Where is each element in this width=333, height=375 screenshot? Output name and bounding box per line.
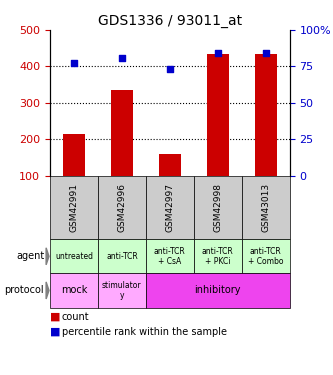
Text: ■: ■	[50, 312, 61, 322]
Text: percentile rank within the sample: percentile rank within the sample	[62, 327, 226, 337]
Text: untreated: untreated	[55, 252, 93, 261]
Text: stimulator
y: stimulator y	[102, 281, 142, 300]
Text: GSM43013: GSM43013	[261, 183, 270, 232]
Text: count: count	[62, 312, 89, 322]
Text: anti-TCR
+ PKCi: anti-TCR + PKCi	[202, 247, 234, 266]
Bar	[159, 154, 180, 176]
Text: ■: ■	[50, 327, 61, 337]
Point	[167, 66, 172, 72]
Point	[119, 55, 125, 61]
Text: anti-TCR: anti-TCR	[106, 252, 138, 261]
Text: mock: mock	[61, 285, 87, 296]
Text: GSM42998: GSM42998	[213, 183, 222, 232]
Text: anti-TCR
+ CsA: anti-TCR + CsA	[154, 247, 186, 266]
Bar	[242, 239, 290, 273]
Point	[263, 50, 268, 56]
Polygon shape	[46, 282, 49, 299]
Bar	[98, 239, 146, 273]
Text: GSM42991: GSM42991	[69, 183, 79, 232]
Point	[215, 50, 220, 56]
Bar	[146, 239, 194, 273]
Bar	[63, 134, 85, 176]
Bar	[146, 176, 194, 239]
Text: protocol: protocol	[5, 285, 44, 296]
Text: GSM42996: GSM42996	[117, 183, 127, 232]
Bar	[98, 176, 146, 239]
Bar	[50, 273, 98, 308]
Point	[71, 60, 77, 66]
Text: agent: agent	[16, 251, 44, 261]
Bar	[194, 176, 242, 239]
Bar	[207, 54, 228, 176]
Bar	[50, 176, 98, 239]
Polygon shape	[46, 248, 49, 265]
Text: inhibitory: inhibitory	[194, 285, 241, 296]
Bar	[194, 239, 242, 273]
Text: anti-TCR
+ Combo: anti-TCR + Combo	[248, 247, 283, 266]
Bar	[146, 273, 290, 308]
Bar	[255, 54, 276, 176]
Bar	[98, 273, 146, 308]
Bar	[50, 239, 98, 273]
Title: GDS1336 / 93011_at: GDS1336 / 93011_at	[98, 13, 242, 28]
Text: GSM42997: GSM42997	[165, 183, 174, 232]
Bar	[242, 176, 290, 239]
Bar	[111, 90, 133, 176]
